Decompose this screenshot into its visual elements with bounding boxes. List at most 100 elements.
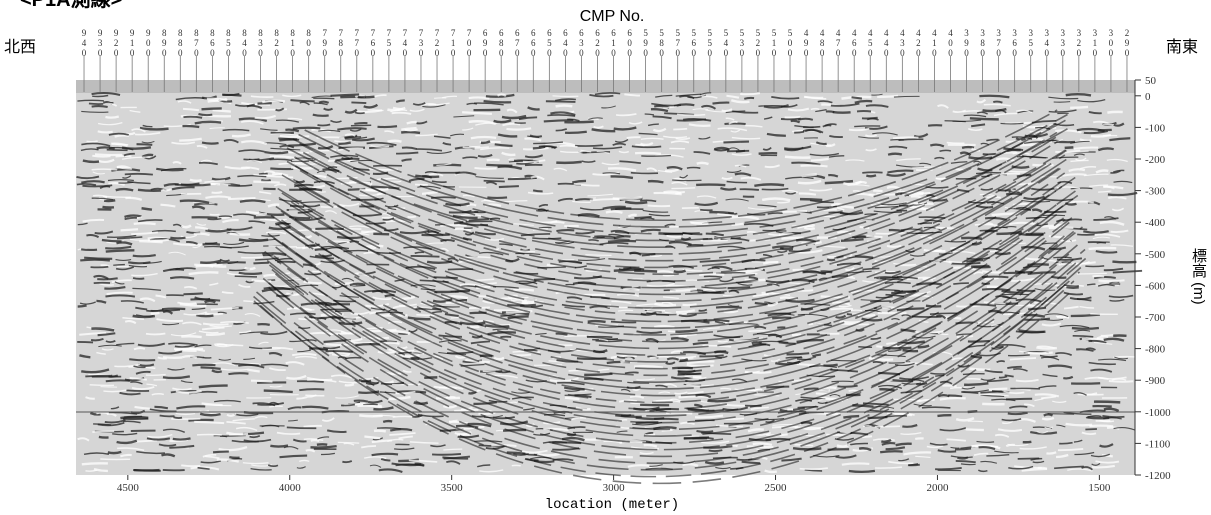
reflection-streak	[1077, 272, 1107, 275]
reflection-streak	[156, 167, 184, 172]
reflection-streak	[831, 301, 851, 306]
reflection-streak	[507, 176, 537, 181]
x2-tick-label: 670	[512, 28, 523, 58]
reflection-streak	[810, 107, 820, 111]
reflection-streak	[432, 298, 453, 303]
reflection-streak	[715, 305, 742, 309]
reflection-streak	[1112, 169, 1125, 173]
reflection-streak	[108, 146, 134, 151]
reflection-streak	[259, 190, 272, 195]
reflection-streak	[454, 355, 466, 359]
reflection-streak	[619, 160, 641, 165]
reflection-streak	[394, 278, 405, 282]
reflection-streak	[964, 382, 989, 387]
reflection-streak	[401, 158, 412, 162]
reflection-streak	[785, 176, 814, 180]
reflection-streak	[870, 300, 891, 303]
reflection-streak	[932, 351, 953, 356]
reflection-streak	[340, 403, 356, 407]
reflection-streak	[212, 362, 236, 367]
reflection-streak	[1107, 110, 1123, 114]
reflection-streak	[717, 127, 748, 132]
reflection-streak	[717, 340, 729, 343]
reflection-streak	[983, 301, 1006, 305]
reflection-streak	[573, 182, 600, 187]
reflection-streak	[194, 420, 225, 425]
reflection-streak	[97, 421, 125, 427]
reflection-streak	[930, 372, 945, 375]
reflection-streak	[417, 413, 444, 418]
reflection-streak	[462, 146, 490, 149]
reflection-streak	[880, 438, 892, 444]
reflection-streak	[240, 120, 264, 125]
reflection-streak	[483, 99, 512, 104]
reflection-streak	[647, 123, 659, 127]
reflection-streak	[318, 129, 341, 133]
reflection-streak	[367, 109, 384, 112]
reflection-streak	[731, 136, 761, 140]
reflection-streak	[444, 312, 459, 318]
x-tick-label: 4000	[279, 482, 302, 494]
reflection-streak	[969, 117, 999, 121]
reflection-streak	[183, 115, 203, 119]
reflection-streak	[193, 232, 210, 237]
reflection-streak	[611, 300, 632, 305]
reflection-streak	[677, 369, 696, 374]
reflection-streak	[1103, 407, 1120, 413]
reflection-streak	[617, 309, 634, 312]
reflection-streak	[1103, 337, 1125, 342]
y-tick-label: 50	[1145, 75, 1157, 87]
reflection-streak	[1097, 283, 1121, 287]
reflection-streak	[421, 233, 450, 237]
reflection-streak	[468, 96, 490, 100]
reflection-streak	[675, 93, 702, 97]
reflection-streak	[671, 187, 696, 190]
reflection-streak	[387, 106, 406, 112]
reflection-streak	[631, 145, 662, 149]
reflection-streak	[1095, 460, 1120, 464]
reflection-streak	[725, 198, 749, 202]
reflection-streak	[279, 144, 295, 149]
x2-tick-label: 860	[207, 28, 218, 58]
reflection-streak	[844, 267, 855, 272]
reflection-streak	[929, 312, 958, 316]
reflection-streak	[870, 336, 882, 340]
reflection-streak	[466, 102, 478, 106]
reflection-streak	[120, 228, 139, 232]
reflection-streak	[1028, 304, 1039, 308]
reflection-streak	[731, 222, 744, 227]
reflection-streak	[862, 280, 885, 283]
reflection-streak	[641, 154, 671, 157]
reflection-streak	[151, 393, 165, 396]
reflection-streak	[792, 446, 822, 451]
reflection-streak	[101, 348, 114, 351]
reflection-streak	[216, 458, 240, 463]
reflection-streak	[263, 389, 293, 394]
reflection-streak	[980, 394, 1005, 398]
reflection-streak	[937, 104, 949, 109]
reflection-streak	[702, 288, 717, 293]
reflection-streak	[305, 449, 316, 453]
reflection-streak	[694, 201, 719, 207]
reflection-streak	[214, 399, 241, 403]
reflection-streak	[216, 343, 244, 347]
reflection-streak	[349, 128, 362, 132]
reflection-streak	[553, 167, 568, 172]
reflection-streak	[290, 166, 315, 170]
reflection-streak	[864, 134, 878, 138]
reflection-streak	[123, 420, 141, 424]
reflection-streak	[953, 282, 969, 285]
reflection-streak	[1092, 275, 1105, 278]
reflection-streak	[1063, 305, 1079, 310]
y-tick-label: -100	[1145, 122, 1166, 134]
reflection-streak	[132, 253, 156, 258]
reflection-streak	[1074, 329, 1091, 333]
y-tick-label: -200	[1145, 154, 1166, 166]
reflection-streak	[209, 264, 227, 268]
reflection-streak	[682, 462, 699, 467]
reflection-streak	[584, 372, 613, 377]
reflection-streak	[1093, 341, 1113, 345]
reflection-streak	[647, 179, 664, 184]
reflection-streak	[957, 364, 970, 368]
reflection-streak	[1009, 221, 1038, 226]
